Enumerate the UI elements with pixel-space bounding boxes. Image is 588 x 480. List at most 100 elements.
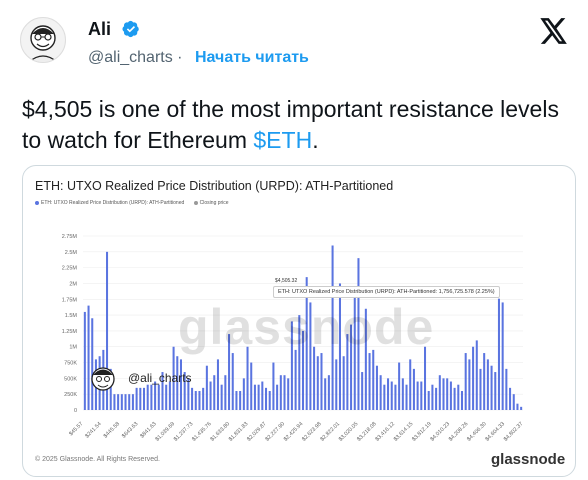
chart-bar bbox=[202, 387, 205, 410]
ali-stamp-face-icon bbox=[91, 367, 115, 391]
chart-bar bbox=[305, 277, 308, 410]
chart-bar bbox=[176, 356, 179, 410]
chart-bar bbox=[87, 305, 90, 410]
chart-bar bbox=[220, 384, 223, 410]
chart-bar bbox=[335, 359, 338, 410]
chart-bar bbox=[106, 251, 109, 410]
chart-bar bbox=[324, 378, 327, 410]
legend-close-label: Closing price bbox=[199, 200, 229, 206]
chart-bar bbox=[475, 340, 478, 410]
chart-bar bbox=[113, 394, 116, 410]
chart-bar bbox=[198, 391, 201, 410]
chart-bar bbox=[194, 391, 197, 410]
handle-text: @ali_charts bbox=[88, 49, 173, 66]
y-tick-label: 750K bbox=[64, 361, 77, 367]
chart-bar bbox=[409, 359, 412, 410]
chart-bar bbox=[316, 356, 319, 410]
chart-bar bbox=[453, 387, 456, 410]
chart-bar bbox=[183, 372, 186, 410]
chart-bar bbox=[420, 381, 423, 410]
chart-bar bbox=[479, 368, 482, 410]
chart-bar bbox=[375, 365, 378, 410]
chart-bar bbox=[460, 391, 464, 410]
watermark: glassnode bbox=[178, 299, 435, 355]
y-tick-label: 2.25M bbox=[62, 266, 78, 272]
y-tick-label: 500K bbox=[64, 376, 77, 382]
author-handle[interactable]: @ali_charts · bbox=[88, 49, 183, 67]
chart-bar bbox=[490, 365, 493, 410]
x-tick-label: $643.63 bbox=[121, 421, 139, 439]
legend-close-dot bbox=[193, 200, 198, 205]
chart-bar bbox=[242, 378, 245, 410]
verified-badge-icon bbox=[122, 20, 139, 38]
chart-bar bbox=[154, 381, 157, 410]
chart-bar bbox=[290, 321, 293, 410]
tweet-text: $4,505 is one of the most important resi… bbox=[22, 94, 567, 156]
chart-bar bbox=[424, 346, 427, 410]
x-tick-label: $45.57 bbox=[68, 421, 84, 437]
chart-bar bbox=[327, 375, 330, 410]
chart-bar bbox=[216, 359, 219, 410]
chart-bar bbox=[228, 334, 231, 410]
chart-bar bbox=[446, 378, 449, 410]
chart-bar bbox=[494, 372, 497, 410]
chart-bar bbox=[357, 258, 360, 410]
chart-bar bbox=[427, 391, 430, 410]
chart-legend: ETH: UTXO Realized Price Distribution (U… bbox=[35, 200, 229, 206]
chart-bar bbox=[283, 375, 286, 410]
chart-bar bbox=[387, 378, 390, 410]
avatar[interactable] bbox=[20, 17, 66, 63]
chart-copyright: © 2025 Glassnode. All Rights Reserved. bbox=[35, 456, 161, 463]
chart-bar bbox=[168, 381, 171, 410]
chart-plot: 2.75M 2.5M 2.25M 2M 1.75M 1.5M 1.25M 1M 750K 500K… bbox=[62, 234, 525, 443]
chart-bar bbox=[516, 403, 519, 410]
chart-bar bbox=[483, 353, 486, 410]
y-tick-label: 0 bbox=[74, 408, 77, 414]
x-tick-label: $445.58 bbox=[103, 421, 121, 439]
chart-bar bbox=[298, 315, 301, 410]
chart-bar bbox=[416, 381, 419, 410]
chart-bar bbox=[117, 394, 120, 410]
chart-bar bbox=[142, 387, 146, 410]
chart-bar bbox=[250, 362, 253, 410]
chart-bar bbox=[268, 391, 271, 410]
chart-bar bbox=[331, 245, 334, 410]
chart-bar bbox=[172, 346, 175, 410]
cashtag-link[interactable]: $ETH bbox=[253, 127, 313, 153]
chart-bar bbox=[468, 359, 471, 410]
legend-series-label: ETH: UTXO Realized Price Distribution (U… bbox=[41, 200, 185, 206]
follow-button[interactable]: Начать читать bbox=[195, 49, 309, 66]
chart-bar bbox=[342, 356, 345, 410]
chart-bar bbox=[520, 406, 523, 410]
chart-bar bbox=[213, 375, 216, 410]
y-tick-label: 250K bbox=[64, 392, 77, 398]
chart-bar bbox=[253, 384, 256, 410]
chart-bar bbox=[191, 387, 194, 410]
chart-bar bbox=[276, 384, 279, 410]
chart-bar bbox=[309, 302, 312, 410]
chart-bar bbox=[353, 296, 356, 410]
chart-bar bbox=[161, 372, 164, 410]
chart-bar bbox=[205, 365, 208, 410]
chart-bar bbox=[457, 384, 460, 410]
chart-bar bbox=[394, 384, 397, 410]
chart-bar bbox=[435, 387, 438, 410]
chart-bar bbox=[501, 302, 504, 410]
author-name[interactable]: Ali bbox=[88, 19, 112, 39]
avatar-drawing-icon bbox=[28, 25, 58, 62]
y-tick-label: 1.5M bbox=[65, 313, 78, 319]
chart-bar bbox=[179, 359, 182, 410]
chart-image-card[interactable]: ETH: UTXO Realized Price Distribution (U… bbox=[22, 165, 576, 477]
chart-bar bbox=[83, 311, 86, 410]
chart-bar bbox=[124, 394, 127, 410]
chart-bar bbox=[320, 353, 323, 410]
chart-bar bbox=[287, 378, 290, 410]
tweet-body: $4,505 is one of the most important resi… bbox=[22, 96, 559, 153]
chart-bar bbox=[412, 368, 415, 410]
x-logo-icon[interactable] bbox=[540, 18, 568, 44]
chart-bar bbox=[246, 346, 249, 410]
chart-bar bbox=[497, 298, 500, 410]
glassnode-logo: glassnode bbox=[491, 451, 566, 468]
chart-bar bbox=[294, 349, 297, 410]
chart-bar bbox=[157, 384, 160, 410]
